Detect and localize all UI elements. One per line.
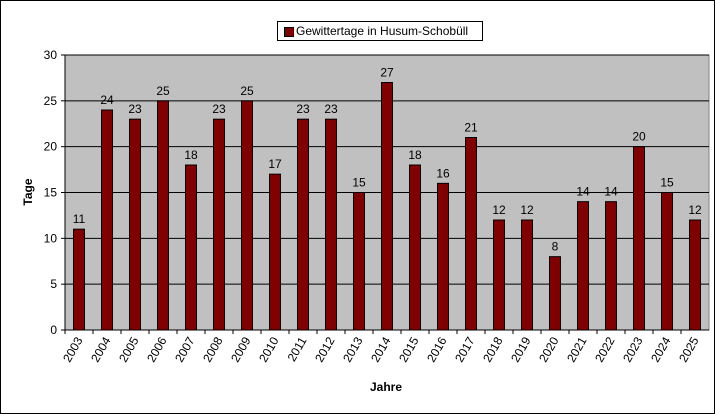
bar-2015 [409, 164, 421, 331]
x-tick-label-2011: 2011 [285, 334, 310, 364]
bar-2009 [241, 100, 253, 331]
legend-label: Gewittertage in Husum-Schobüll [296, 24, 469, 38]
bar-2008 [213, 118, 225, 331]
bar-2017 [465, 137, 477, 331]
y-tick-label: 5 [50, 277, 57, 291]
bar-2004 [101, 109, 113, 331]
y-axis-title: Tage [21, 178, 35, 205]
bar-2025 [689, 219, 701, 331]
data-label-2017: 21 [464, 121, 478, 135]
x-tick-label-2024: 2024 [648, 334, 674, 364]
data-label-2005: 23 [128, 102, 142, 116]
data-label-2024: 15 [660, 176, 674, 190]
data-label-2007: 18 [184, 148, 198, 162]
x-tick-label-2006: 2006 [144, 334, 170, 364]
data-label-2019: 12 [520, 203, 534, 217]
bars [73, 82, 701, 331]
data-label-2014: 27 [380, 66, 394, 80]
bar-2012 [325, 118, 337, 331]
bar-2013 [353, 192, 365, 331]
data-label-2020: 8 [552, 240, 559, 254]
data-label-2011: 23 [296, 102, 310, 116]
x-tick-label-2020: 2020 [536, 334, 562, 364]
x-tick-label-2022: 2022 [592, 334, 618, 364]
bar-2022 [605, 201, 617, 331]
data-label-2010: 17 [268, 157, 282, 171]
bar-2005 [129, 118, 141, 331]
x-tick-label-2019: 2019 [508, 334, 534, 364]
data-label-2006: 25 [156, 84, 170, 98]
data-label-2023: 20 [632, 130, 646, 144]
x-tick-label-2010: 2010 [256, 334, 282, 364]
bar-2023 [633, 146, 645, 331]
bar-2016 [437, 182, 449, 331]
y-tick-label: 15 [44, 186, 58, 200]
data-labels: 11 24 23 25 18 23 25 17 23 23 15 27 18 16 21 12 12 8 14 14 2… [73, 66, 702, 254]
x-tick-label-2007: 2007 [172, 334, 198, 364]
x-tick-label-2012: 2012 [312, 334, 338, 364]
legend: Gewittertage in Husum-Schobüll [277, 21, 483, 41]
bar-2021 [577, 201, 589, 331]
bar-2020 [549, 256, 561, 331]
x-tick-label-2021: 2021 [564, 334, 590, 364]
x-tick-label-2017: 2017 [452, 334, 478, 364]
bar-2007 [185, 164, 197, 331]
data-label-2004: 24 [100, 93, 114, 107]
bar-2010 [269, 173, 281, 331]
bar-2019 [521, 219, 533, 331]
bar-2018 [493, 219, 505, 331]
data-label-2022: 14 [604, 185, 618, 199]
data-label-2025: 12 [688, 203, 702, 217]
data-label-2016: 16 [436, 166, 450, 180]
bar-2003 [73, 228, 85, 331]
x-tick-label-2008: 2008 [200, 334, 226, 364]
y-tick-label: 25 [44, 94, 58, 108]
y-tick-label: 20 [44, 140, 58, 154]
bar-2011 [297, 118, 309, 331]
x-tick-label-2025: 2025 [676, 334, 702, 364]
x-tick-label-2016: 2016 [424, 334, 450, 364]
data-label-2013: 15 [352, 176, 366, 190]
data-label-2018: 12 [492, 203, 506, 217]
data-label-2009: 25 [240, 84, 254, 98]
bar-2006 [157, 100, 169, 331]
data-label-2012: 23 [324, 102, 338, 116]
y-tick-label: 10 [44, 231, 58, 245]
x-axis-title: Jahre [370, 380, 402, 394]
y-tick-label: 30 [44, 48, 58, 62]
bar-2024 [661, 192, 673, 331]
data-label-2015: 18 [408, 148, 422, 162]
bar-2014 [381, 82, 393, 331]
data-label-2008: 23 [212, 102, 226, 116]
x-tick-label-2009: 2009 [228, 334, 254, 364]
x-tick-label-2014: 2014 [368, 334, 394, 364]
x-tick-label-2005: 2005 [116, 334, 142, 364]
x-tick-label-2004: 2004 [88, 334, 114, 364]
data-label-2021: 14 [576, 185, 590, 199]
x-tick-label-2015: 2015 [396, 334, 422, 364]
x-tick-label-2018: 2018 [480, 334, 506, 364]
x-tick-label-2003: 2003 [60, 334, 86, 364]
x-tick-label-2013: 2013 [340, 334, 366, 364]
y-tick-label: 0 [50, 323, 57, 337]
x-tick-label-2023: 2023 [620, 334, 646, 364]
legend-swatch [284, 27, 294, 37]
data-label-2003: 11 [73, 212, 86, 226]
